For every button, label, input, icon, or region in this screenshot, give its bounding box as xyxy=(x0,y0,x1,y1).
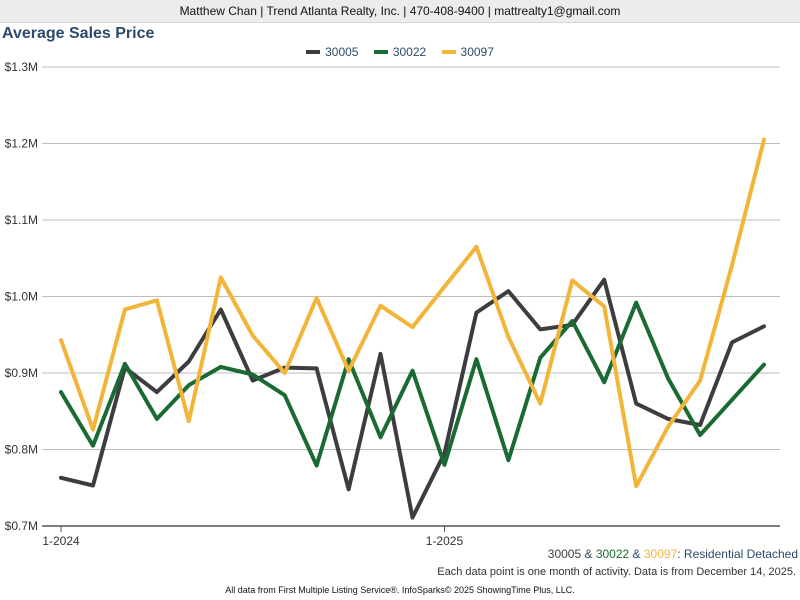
y-tick-label: $1.1M xyxy=(5,213,38,227)
chart-series-lines xyxy=(59,137,766,520)
data-credit: All data from First Multiple Listing Ser… xyxy=(225,585,575,595)
legend-swatch-30022 xyxy=(373,49,388,54)
caption-suffix: : Residential Detached xyxy=(677,547,798,561)
series-caption: 30005 & 30022 & 30097: Residential Detac… xyxy=(548,547,798,561)
legend-item-30005[interactable]: 30005 xyxy=(306,45,358,59)
y-tick-label: $1.2M xyxy=(5,137,38,151)
legend-item-30022[interactable]: 30022 xyxy=(373,45,427,59)
chart-gridlines xyxy=(42,66,780,450)
y-tick-label: $1.3M xyxy=(5,60,38,74)
chart-legend: 30005 30022 30097 xyxy=(0,45,800,59)
contact-banner: Matthew Chan | Trend Atlanta Realty, Inc… xyxy=(0,0,800,23)
series-line-30022 xyxy=(59,300,766,468)
y-tick-label: $0.7M xyxy=(5,519,38,533)
caption-30022: 30022 xyxy=(595,547,630,561)
y-axis: $0.7M $0.8M $0.9M $1.0M $1.1M $1.2M $1.3M xyxy=(5,60,38,533)
legend-label-30005: 30005 xyxy=(325,45,359,59)
x-tick-label: 1-2025 xyxy=(426,534,464,548)
series-line-30097 xyxy=(59,137,766,489)
caption-amp-2: & xyxy=(629,547,644,561)
caption-30005: 30005 xyxy=(547,547,582,561)
legend-swatch-30097 xyxy=(441,49,456,54)
caption-30097: 30097 xyxy=(643,547,678,561)
chart-title: Average Sales Price xyxy=(2,25,155,42)
caption-amp-1: & xyxy=(581,547,596,561)
x-axis: 1-2024 1-2025 xyxy=(42,525,780,548)
legend-label-30097: 30097 xyxy=(460,45,494,59)
contact-text: Matthew Chan | Trend Atlanta Realty, Inc… xyxy=(179,4,621,18)
legend-swatch-30005 xyxy=(306,49,321,54)
legend-item-30097[interactable]: 30097 xyxy=(441,45,494,59)
x-tick-label: 1-2024 xyxy=(42,534,80,548)
y-tick-label: $0.9M xyxy=(5,366,38,380)
data-note: Each data point is one month of activity… xyxy=(437,566,796,578)
y-tick-label: $1.0M xyxy=(5,290,38,304)
legend-label-30022: 30022 xyxy=(392,45,427,59)
y-tick-label: $0.8M xyxy=(5,443,38,457)
series-line-30005 xyxy=(59,277,766,520)
